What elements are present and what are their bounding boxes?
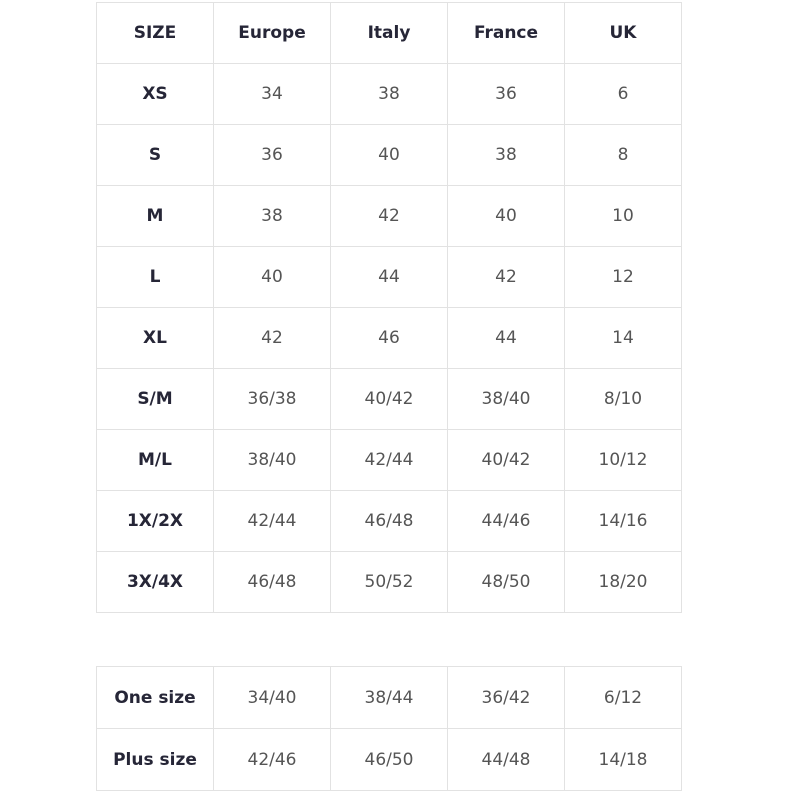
size-value-cell: 40	[447, 185, 565, 247]
size-value-cell: 40/42	[447, 429, 565, 491]
size-value-cell: 34	[213, 63, 331, 125]
size-value-cell: 38	[447, 124, 565, 186]
size-value-cell: 38	[330, 63, 448, 125]
table-row: Plus size 42/46 46/50 44/48 14/18	[96, 728, 682, 791]
size-value-cell: 44	[330, 246, 448, 308]
size-value-cell: 10/12	[564, 429, 682, 491]
size-value-cell: 6	[564, 63, 682, 125]
table-row: 1X/2X 42/44 46/48 44/46 14/16	[96, 490, 682, 552]
size-label-cell: 1X/2X	[96, 490, 214, 552]
table-row: S/M 36/38 40/42 38/40 8/10	[96, 368, 682, 430]
size-value-cell: 6/12	[564, 666, 682, 729]
size-value-cell: 44/48	[447, 728, 565, 791]
size-value-cell: 18/20	[564, 551, 682, 613]
size-label-cell: L	[96, 246, 214, 308]
size-value-cell: 36/42	[447, 666, 565, 729]
size-value-cell: 42	[213, 307, 331, 369]
size-label-cell: M/L	[96, 429, 214, 491]
size-value-cell: 40/42	[330, 368, 448, 430]
column-header: Italy	[330, 2, 448, 64]
size-value-cell: 14/16	[564, 490, 682, 552]
size-value-cell: 40	[330, 124, 448, 186]
table-row: M/L 38/40 42/44 40/42 10/12	[96, 429, 682, 491]
column-header: Europe	[213, 2, 331, 64]
size-value-cell: 36	[213, 124, 331, 186]
size-value-cell: 14	[564, 307, 682, 369]
size-label-cell: S	[96, 124, 214, 186]
column-header: France	[447, 2, 565, 64]
column-header: UK	[564, 2, 682, 64]
table-row: XS 34 38 36 6	[96, 63, 682, 125]
size-value-cell: 46/48	[330, 490, 448, 552]
size-value-cell: 38/40	[213, 429, 331, 491]
table-row: XL 42 46 44 14	[96, 307, 682, 369]
header-row: SIZE Europe Italy France UK	[96, 2, 682, 64]
size-value-cell: 38/40	[447, 368, 565, 430]
size-value-cell: 42/46	[213, 728, 331, 791]
size-value-cell: 36	[447, 63, 565, 125]
size-value-cell: 46/50	[330, 728, 448, 791]
size-label-cell: XL	[96, 307, 214, 369]
size-label-cell: One size	[96, 666, 214, 729]
size-value-cell: 40	[213, 246, 331, 308]
size-value-cell: 8/10	[564, 368, 682, 430]
column-header: SIZE	[96, 2, 214, 64]
table-row: S 36 40 38 8	[96, 124, 682, 186]
size-value-cell: 36/38	[213, 368, 331, 430]
size-label-cell: M	[96, 185, 214, 247]
size-value-cell: 42/44	[213, 490, 331, 552]
table-row: M 38 42 40 10	[96, 185, 682, 247]
size-value-cell: 34/40	[213, 666, 331, 729]
size-value-cell: 44/46	[447, 490, 565, 552]
table-row: One size 34/40 38/44 36/42 6/12	[96, 666, 682, 729]
special-sizes-table: One size 34/40 38/44 36/42 6/12 Plus size 42/4…	[96, 666, 682, 791]
size-value-cell: 38	[213, 185, 331, 247]
size-label-cell: Plus size	[96, 728, 214, 791]
size-value-cell: 42	[330, 185, 448, 247]
table-row: 3X/4X 46/48 50/52 48/50 18/20	[96, 551, 682, 613]
size-value-cell: 50/52	[330, 551, 448, 613]
size-chart-table: SIZE Europe Italy France UK XS 34 38 36 6 S 36 40 38 8…	[96, 2, 682, 613]
size-value-cell: 8	[564, 124, 682, 186]
size-value-cell: 44	[447, 307, 565, 369]
size-value-cell: 46	[330, 307, 448, 369]
size-value-cell: 42/44	[330, 429, 448, 491]
size-value-cell: 42	[447, 246, 565, 308]
size-value-cell: 14/18	[564, 728, 682, 791]
size-label-cell: XS	[96, 63, 214, 125]
size-value-cell: 38/44	[330, 666, 448, 729]
table-row: L 40 44 42 12	[96, 246, 682, 308]
size-value-cell: 48/50	[447, 551, 565, 613]
size-value-cell: 10	[564, 185, 682, 247]
size-label-cell: 3X/4X	[96, 551, 214, 613]
size-value-cell: 46/48	[213, 551, 331, 613]
size-label-cell: S/M	[96, 368, 214, 430]
size-value-cell: 12	[564, 246, 682, 308]
